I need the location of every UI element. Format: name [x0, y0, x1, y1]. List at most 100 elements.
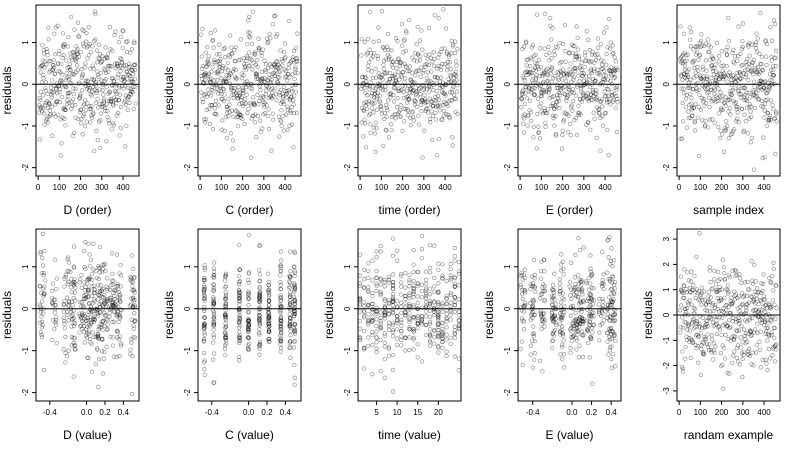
data-point: [407, 291, 412, 296]
data-point: [415, 269, 420, 275]
data-point: [412, 102, 417, 107]
data-point: [41, 292, 47, 297]
data-point: [544, 110, 549, 116]
data-point: [697, 75, 703, 80]
data-point: [256, 317, 262, 323]
data-point: [202, 325, 207, 331]
data-point: [59, 61, 64, 67]
data-point: [51, 111, 57, 116]
data-point: [291, 98, 296, 103]
data-point: [407, 347, 412, 353]
data-point: [70, 312, 75, 317]
data-point: [743, 340, 748, 346]
data-point: [223, 334, 228, 340]
data-point: [702, 324, 707, 329]
data-point: [278, 326, 283, 332]
data-point: [532, 272, 538, 278]
data-point: [366, 268, 371, 274]
data-point: [569, 42, 574, 47]
data-point: [428, 55, 434, 61]
data-point: [524, 96, 530, 101]
data-point: [112, 304, 117, 309]
data-point: [111, 279, 116, 284]
data-point: [587, 322, 592, 328]
data-point: [556, 78, 561, 83]
data-point: [72, 335, 77, 340]
data-point: [691, 316, 697, 321]
data-point: [595, 71, 600, 76]
data-point: [608, 102, 613, 107]
data-point: [403, 312, 408, 318]
data-point: [711, 348, 716, 353]
data-point: [88, 120, 93, 125]
data-point: [689, 321, 695, 326]
data-point: [202, 358, 207, 363]
data-point: [686, 323, 692, 328]
data-point: [535, 96, 541, 101]
x-axis-label: time (value): [378, 428, 441, 442]
data-point: [437, 79, 443, 84]
data-point: [246, 277, 251, 283]
data-point: [79, 304, 84, 309]
data-point: [103, 77, 108, 82]
data-point: [85, 331, 90, 336]
data-point: [693, 333, 699, 338]
data-point: [714, 94, 719, 99]
data-point: [588, 323, 593, 328]
data-point: [211, 302, 216, 307]
data-point: [278, 282, 283, 288]
data-point: [540, 81, 545, 86]
data-point: [400, 43, 405, 48]
data-point: [576, 328, 581, 333]
data-point: [741, 85, 746, 91]
data-point: [41, 367, 47, 373]
data-point: [406, 94, 411, 99]
data-point: [388, 95, 393, 100]
data-point: [357, 281, 363, 286]
data-point: [278, 293, 283, 298]
data-point: [522, 303, 527, 309]
data-point: [681, 283, 687, 289]
data-point: [744, 59, 749, 64]
data-point: [237, 242, 242, 248]
data-point: [687, 285, 692, 291]
data-point: [718, 90, 723, 95]
data-point: [110, 304, 115, 310]
data-point: [692, 118, 697, 124]
data-point: [381, 143, 386, 149]
data-point: [577, 277, 582, 282]
data-point: [81, 293, 87, 298]
data-point: [749, 362, 754, 367]
data-point: [554, 322, 559, 328]
data-point: [52, 71, 58, 77]
data-point: [742, 293, 747, 298]
data-point: [551, 287, 556, 293]
data-point: [733, 80, 738, 85]
data-point: [407, 325, 412, 330]
data-point: [260, 77, 265, 82]
data-point: [531, 92, 537, 97]
data-point: [454, 77, 459, 83]
data-point: [701, 340, 706, 346]
data-point: [131, 275, 137, 280]
data-point: [242, 121, 247, 127]
data-point: [291, 339, 297, 344]
data-point: [747, 329, 753, 334]
data-point: [221, 87, 227, 92]
data-point: [606, 16, 612, 22]
data-point: [263, 91, 269, 97]
x-axis-label: C (value): [225, 428, 274, 442]
data-point: [130, 279, 135, 285]
data-point: [407, 278, 412, 283]
data-point: [376, 81, 381, 86]
data-point: [545, 66, 550, 71]
data-point: [71, 50, 76, 55]
data-point: [743, 311, 748, 316]
data-point: [729, 335, 734, 340]
data-point: [403, 106, 408, 112]
data-point: [116, 86, 121, 91]
data-point: [388, 91, 393, 96]
data-point: [763, 79, 768, 84]
data-point: [737, 318, 743, 323]
data-point: [528, 70, 533, 75]
